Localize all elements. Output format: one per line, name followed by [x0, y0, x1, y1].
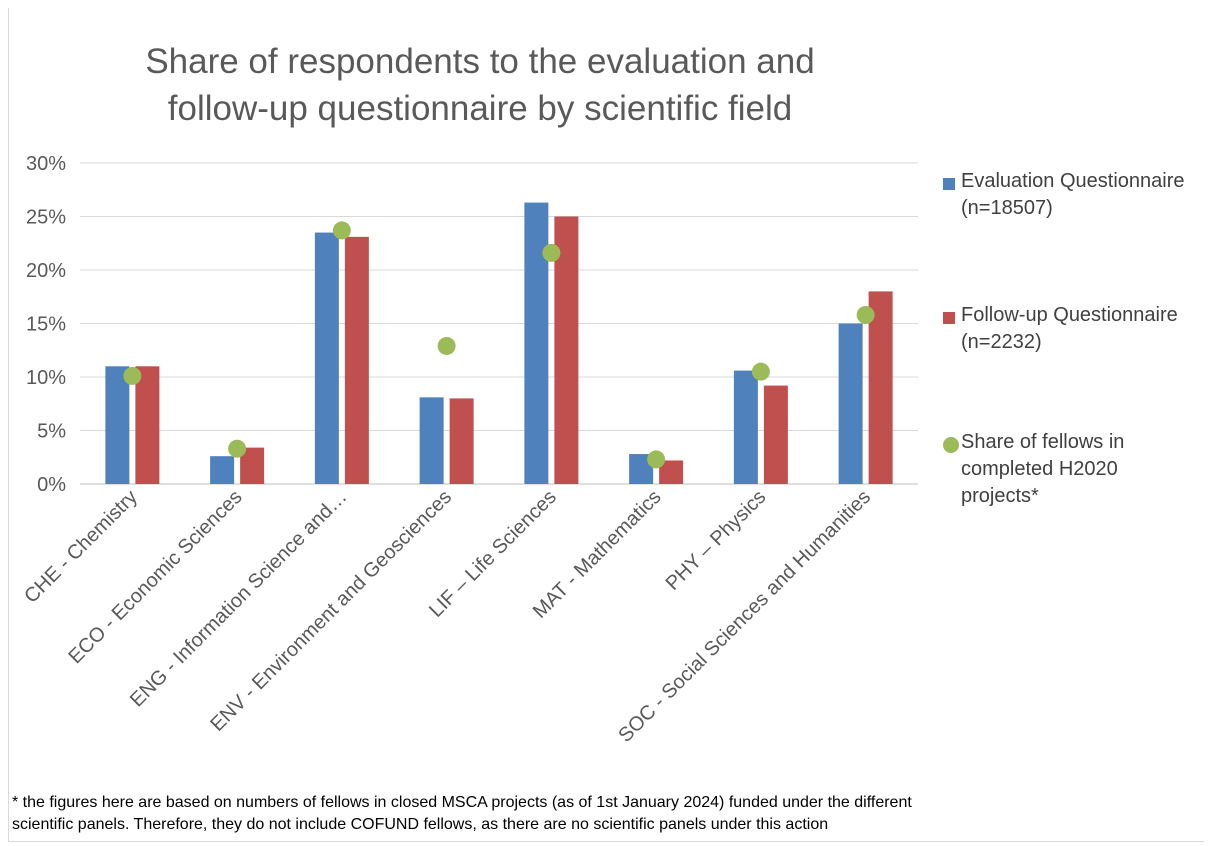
legend-label-share-line-1: Share of fellows in: [961, 431, 1125, 453]
bar-follow-up: [449, 398, 474, 484]
bar-evaluation: [419, 397, 444, 484]
legend-label-follow-up-line-1: Follow-up Questionnaire: [961, 304, 1178, 326]
y-tick-label: 15%: [26, 314, 66, 336]
bar-follow-up: [344, 236, 369, 484]
marker-share-of-fellows: [542, 243, 561, 262]
marker-share-of-fellows: [856, 305, 875, 324]
legend-marker-share-of-fellows: [943, 437, 959, 453]
chart-title-line-2: follow-up questionnaire by scientific fi…: [167, 89, 793, 128]
bar-follow-up: [868, 291, 893, 484]
bar-follow-up: [763, 385, 788, 484]
bar-evaluation: [105, 366, 130, 484]
legend-swatch-follow-up: [943, 312, 955, 324]
bar-evaluation: [524, 202, 549, 484]
x-tick-label: PHY – Physics: [662, 486, 771, 595]
footnote-line-2: scientific panels. Therefore, they do no…: [12, 816, 829, 833]
bar-evaluation: [733, 370, 758, 484]
x-tick-label: ENV - Environment and Geosciences: [206, 486, 456, 736]
footnote-line-1: * the figures here are based on numbers …: [12, 794, 912, 811]
bar-evaluation: [210, 456, 235, 484]
chart-title-line-1: Share of respondents to the evaluation a…: [145, 42, 815, 81]
chart-frame: [8, 8, 1204, 842]
legend-swatch-evaluation: [943, 178, 955, 190]
y-tick-label: 0%: [37, 474, 66, 496]
legend-label-follow-up-line-2: (n=2232): [961, 331, 1042, 353]
bar-evaluation: [314, 232, 339, 484]
x-tick-label: CHE - Chemistry: [20, 486, 142, 608]
legend-label-evaluation-line-2: (n=18507): [961, 197, 1053, 219]
marker-share-of-fellows: [228, 439, 247, 458]
legend-label-share-line-3: projects*: [961, 485, 1039, 507]
bar-evaluation: [838, 323, 863, 484]
legend-label-evaluation-line-1: Evaluation Questionnaire: [961, 170, 1185, 192]
y-tick-label: 20%: [26, 260, 66, 282]
x-tick-label: ENG - Information Science and…: [126, 486, 351, 711]
marker-share-of-fellows: [751, 362, 770, 381]
y-tick-label: 10%: [26, 367, 66, 389]
footnote: * the figures here are based on numbers …: [12, 792, 1192, 836]
legend-label-share-line-2: completed H2020: [961, 458, 1118, 480]
chart-title: Share of respondents to the evaluation a…: [120, 38, 840, 132]
marker-share-of-fellows: [332, 221, 351, 240]
bar-follow-up: [554, 216, 579, 484]
y-tick-label: 5%: [37, 421, 66, 443]
bar-follow-up: [135, 366, 160, 484]
marker-share-of-fellows: [123, 366, 142, 385]
marker-share-of-fellows: [647, 450, 666, 469]
y-tick-label: 25%: [26, 207, 66, 229]
marker-share-of-fellows: [437, 336, 456, 355]
bar-follow-up: [659, 460, 684, 484]
x-tick-label: ECO - Economic Sciences: [64, 486, 246, 668]
y-tick-label: 30%: [26, 153, 66, 175]
